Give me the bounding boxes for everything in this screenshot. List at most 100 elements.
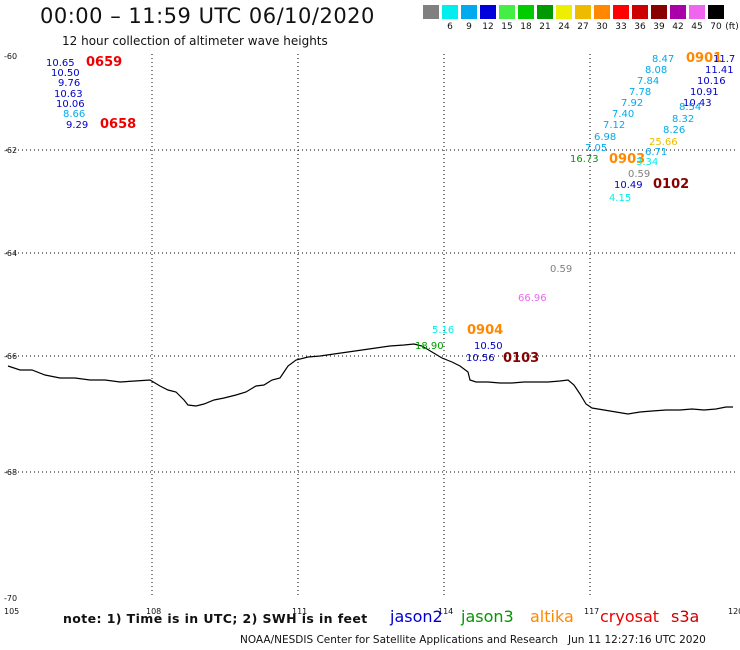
legend-swatch: [518, 5, 534, 19]
wave-height-label: 10.49: [614, 180, 643, 191]
wave-height-label: 7.40: [612, 109, 634, 120]
legend-label: 6: [447, 22, 453, 32]
legend-swatch: [594, 5, 610, 19]
wave-height-label: 8.54: [679, 102, 701, 113]
legend-label: 21: [539, 22, 551, 32]
wave-height-label: 10.65: [46, 58, 75, 69]
map-title: 00:00 – 11:59 UTC 06/10/2020: [40, 4, 375, 28]
legend-label: 36: [634, 22, 646, 32]
legend-label: 27: [577, 22, 589, 32]
axis-ticks: 105 108 111 114 117 120 -60 -62 -64 -66 -68 -70: [4, 52, 740, 616]
observation-time-label: 0659: [86, 55, 122, 70]
wave-height-label: 7.84: [637, 76, 659, 87]
wave-height-label: 8.26: [663, 125, 685, 136]
observation-time-label: 0102: [653, 177, 689, 192]
legend-swatch: [499, 5, 515, 19]
wave-height-label: 10.91: [690, 87, 719, 98]
latitude-tick-label: -66: [4, 352, 17, 361]
legend-label: 33: [615, 22, 627, 32]
legend-swatch: [651, 5, 667, 19]
wave-height-label: 16.73: [570, 154, 599, 165]
wave-height-label: 8.47: [652, 54, 674, 65]
wave-height-label: 7.05: [585, 143, 607, 154]
legend-label: 45: [691, 22, 703, 32]
wave-height-label: 7.78: [629, 87, 651, 98]
wave-height-label: 8.32: [672, 114, 694, 125]
map-subtitle: 12 hour collection of altimeter wave hei…: [62, 34, 328, 48]
legend-label: 30: [596, 22, 608, 32]
observation-time-label: 0658: [100, 117, 136, 132]
wave-height-label: 9.29: [66, 120, 88, 131]
wave-height-label: 10.56: [466, 353, 495, 364]
legend-swatch: [423, 5, 439, 19]
legend-swatch: [480, 5, 496, 19]
observation-time-label: 0904: [467, 323, 503, 338]
wave-height-label: 25.66: [649, 137, 678, 148]
latitude-tick-label: -60: [4, 52, 17, 61]
satellite-name-altika: altika: [530, 607, 574, 626]
wave-height-label: 4.15: [609, 193, 631, 204]
longitude-tick-label: 108: [146, 607, 161, 616]
antarctic-coastline: [7, 343, 733, 415]
legend-swatch: [556, 5, 572, 19]
wave-height-label: 10.43: [683, 98, 712, 109]
wave-height-label: 7.12: [603, 120, 625, 131]
wave-height-label: 10.50: [474, 341, 503, 352]
wave-height-label: 6.71: [645, 147, 667, 158]
wave-height-label: 11.7: [713, 54, 735, 65]
longitude-tick-label: 114: [438, 607, 453, 616]
legend-swatch: [708, 5, 724, 19]
credit-text: NOAA/NESDIS Center for Satellite Applica…: [240, 634, 558, 646]
legend-swatch: [575, 5, 591, 19]
wave-height-label: 10.63: [54, 89, 83, 100]
legend-swatch: [632, 5, 648, 19]
credit-line: NOAA/NESDIS Center for Satellite Applica…: [240, 634, 706, 646]
legend-label: 18: [520, 22, 532, 32]
wave-height-label: 11.41: [705, 65, 734, 76]
footnote: note: 1) Time is in UTC; 2) SWH is in fe…: [63, 611, 368, 626]
legend-swatch: [461, 5, 477, 19]
wave-height-label: 10.06: [56, 99, 85, 110]
satellite-name-cryosat: cryosat: [600, 607, 660, 626]
wave-height-label: 7.92: [621, 98, 643, 109]
satellite-name-jason2: jason2: [390, 607, 443, 626]
legend-label: 39: [653, 22, 665, 32]
legend-swatch: [537, 5, 553, 19]
legend-label: 9: [466, 22, 472, 32]
wave-height-label: 8.66: [63, 109, 85, 120]
credit-timestamp: Jun 11 12:27:16 UTC 2020: [568, 634, 706, 646]
observation-time-label: 0901: [686, 51, 722, 66]
wave-height-label: 9.76: [58, 78, 80, 89]
legend-swatch: [613, 5, 629, 19]
wave-height-label: 5.16: [432, 325, 454, 336]
legend-label: 24: [558, 22, 570, 32]
legend-swatch: [689, 5, 705, 19]
latitude-tick-label: -70: [4, 594, 17, 603]
latitude-tick-label: -62: [4, 146, 17, 155]
longitude-tick-label: 120: [728, 607, 740, 616]
wave-height-label: 8.08: [645, 65, 667, 76]
wave-height-label: 10.16: [697, 76, 726, 87]
wave-height-label: 18.90: [415, 341, 444, 352]
wave-height-label: 10.50: [51, 68, 80, 79]
wave-height-label: 6.98: [594, 132, 616, 143]
latitude-tick-label: -64: [4, 249, 17, 258]
wave-height-label: 0.59: [550, 264, 572, 275]
observation-time-label: 0903: [609, 152, 645, 167]
legend-swatch: [442, 5, 458, 19]
legend-swatch: [670, 5, 686, 19]
longitude-tick-label: 105: [4, 607, 19, 616]
satellite-name-jason3: jason3: [461, 607, 514, 626]
observation-time-label: 0103: [503, 351, 539, 366]
wave-height-label: 66.96: [518, 293, 547, 304]
longitude-tick-label: 117: [584, 607, 599, 616]
wave-height-label: 0.59: [628, 169, 650, 180]
legend-label: 12: [482, 22, 494, 32]
legend-unit: (ft): [725, 22, 739, 32]
legend-label: 70: [710, 22, 722, 32]
wave-height-label: 3.34: [636, 157, 658, 168]
longitude-tick-label: 111: [292, 607, 307, 616]
legend-label: 15: [501, 22, 513, 32]
